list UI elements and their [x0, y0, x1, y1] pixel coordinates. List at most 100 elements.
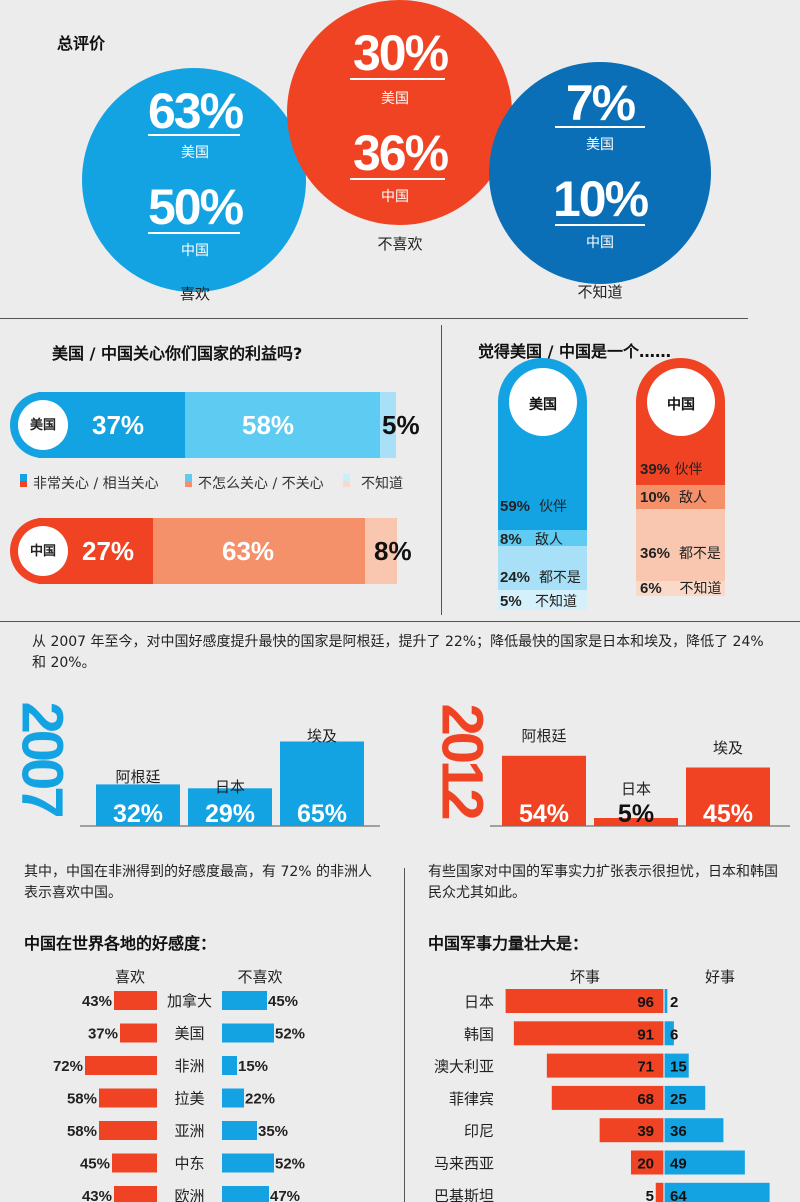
bar-segment [185, 392, 380, 458]
bubble-group-label: 不喜欢 [377, 235, 423, 253]
region-name: 拉美 [174, 1090, 204, 1108]
trend-cat-label: 阿根廷 [521, 727, 567, 745]
military-country: 印尼 [464, 1122, 494, 1140]
region-like-bar [114, 1186, 157, 1202]
region-dislike-value: 22% [245, 1091, 275, 1108]
military-good-bar [664, 1118, 724, 1143]
bubble-group-label: 喜欢 [179, 285, 210, 303]
pill-segment-label: 36% 都不是 [640, 545, 721, 562]
region-dislike-value: 52% [275, 1156, 305, 1173]
region-dislike-bar [222, 991, 267, 1010]
military-bad-bar [551, 1085, 664, 1110]
trend-intro: 从 2007 年至今，对中国好感度提升最快的国家是阿根廷，提升了 22%；降低最… [32, 634, 764, 671]
column-divider [404, 868, 405, 1202]
military-bad-value: 20 [637, 1156, 654, 1173]
pill-usa: 美国 [498, 358, 587, 610]
pill-segment [636, 485, 725, 509]
legend-swatch [20, 474, 27, 486]
pill-badge [647, 368, 715, 436]
pill-segment [498, 530, 587, 546]
bar-value-label: 58% [242, 410, 295, 440]
bubble-value: 10% [552, 171, 649, 227]
trend-cat-label: 埃及 [306, 727, 337, 745]
region-name: 亚洲 [174, 1122, 204, 1140]
region-name: 欧洲 [174, 1187, 204, 1202]
bubble-country: 美国 [381, 91, 409, 107]
trend-cat-label: 阿根廷 [115, 768, 161, 786]
region-intro: 其中，中国在非洲得到的好感度最高，有 72% 的非洲人表示喜欢中国。 [24, 864, 373, 901]
military-bad-bar [655, 1182, 664, 1202]
pill-segment-label: 39% 伙伴 [640, 461, 703, 478]
region-like-value: 37% [88, 1026, 118, 1043]
country-badge-label: 中国 [29, 544, 56, 559]
legend-swatch [20, 481, 27, 487]
region-like-bar [114, 991, 157, 1010]
trend-cat-label: 日本 [620, 780, 651, 798]
military-country: 菲律宾 [449, 1090, 494, 1108]
trend-bar [96, 784, 180, 826]
pill-segment-label: 8% 敌人 [500, 531, 564, 548]
circle-dislike [287, 0, 512, 225]
region-title: 中国在世界各地的好感度： [24, 934, 217, 953]
trend-bar [188, 788, 272, 826]
region-like-bar [99, 1088, 157, 1108]
bar-segment [153, 518, 365, 584]
bubble-value: 7% [565, 75, 636, 131]
legend-swatch [343, 481, 350, 487]
section-divider [0, 318, 748, 319]
trend-bar [594, 818, 678, 826]
region-dislike-value: 52% [275, 1026, 305, 1043]
region-name: 中东 [174, 1155, 204, 1173]
overall-title: 总评价 [57, 34, 106, 53]
military-bad-value: 39 [637, 1123, 654, 1140]
region-like-value: 43% [82, 1188, 112, 1202]
trend-bar-value: 32% [112, 800, 164, 828]
military-country: 巴基斯坦 [434, 1187, 494, 1202]
trend-bar-value: 45% [702, 800, 754, 828]
region-like-value: 58% [67, 1123, 97, 1140]
region-dislike-bar [222, 1056, 237, 1075]
military-bad-bar [513, 1021, 664, 1046]
bar-value-label: 5% [382, 410, 420, 440]
trend-bar [280, 741, 364, 826]
military-good-value: 64 [670, 1188, 687, 1202]
military-good-value: 6 [670, 1026, 678, 1043]
military-bad-bar [505, 989, 664, 1013]
region-dislike-bar [222, 1153, 274, 1173]
pill-china: 中国 [636, 358, 725, 596]
military-good-bar [664, 1085, 706, 1110]
bubble-divider [148, 134, 240, 136]
country-badge [18, 400, 68, 450]
bar-value-label: 8% [374, 536, 412, 566]
pill-segment [636, 581, 725, 596]
region-like-value: 58% [67, 1091, 97, 1108]
military-intro: 有些国家对中国的军事实力扩张表示很担忧，日本和韩国民众尤其如此。 [428, 864, 778, 901]
bar-segment [365, 518, 397, 584]
bubble-country: 中国 [181, 243, 209, 259]
region-dislike-value: 35% [258, 1123, 288, 1140]
military-good-bar [664, 1021, 674, 1046]
region-like-bar [99, 1121, 157, 1140]
pill-badge-label: 美国 [529, 397, 557, 413]
bubble-country: 美国 [181, 145, 209, 161]
military-bad-value: 71 [637, 1059, 654, 1076]
military-bad-bar [599, 1118, 664, 1143]
bubble-divider [350, 78, 445, 80]
region-dislike-value: 47% [270, 1188, 300, 1202]
military-chart: 96 2 日本 91 6 韩国 71 15 澳大利亚 68 25 菲律宾 39 36 印尼 20 49 马来西亚 5… [434, 989, 770, 1202]
bar-segment [380, 392, 396, 458]
pill-segment-label: 24% 都不是 [500, 569, 581, 586]
region-like-bar [112, 1153, 157, 1173]
military-bad-value: 91 [637, 1026, 654, 1043]
military-good-bar [664, 1150, 745, 1175]
trend-chart [80, 741, 790, 827]
legend-swatch [185, 474, 192, 486]
section-divider [0, 621, 800, 622]
bubble-divider [350, 178, 445, 180]
pill-badge-label: 中国 [667, 397, 695, 413]
bar-value-label: 63% [222, 536, 275, 566]
bubble-value: 36% [352, 125, 449, 181]
bubble-value: 50% [147, 179, 244, 235]
bubble-divider [555, 224, 645, 226]
trend-bar [502, 755, 586, 826]
